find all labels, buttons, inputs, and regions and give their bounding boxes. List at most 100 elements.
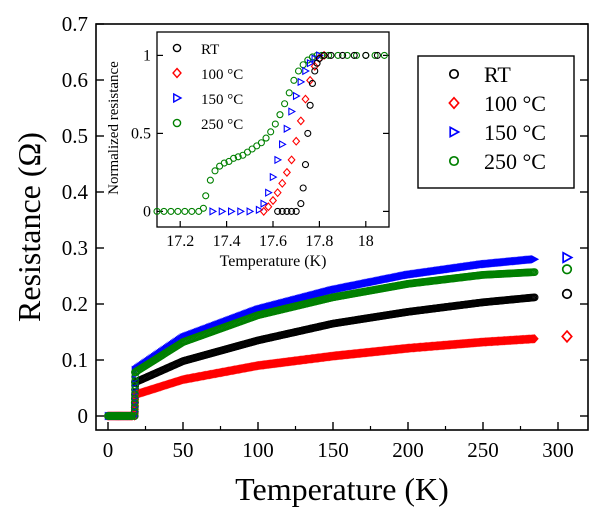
- main-y-tick-label: 0.2: [62, 292, 88, 316]
- main-x-tick-label: 150: [317, 438, 349, 462]
- inset-point-rt: [350, 51, 358, 59]
- main-y-tick-label: 0.5: [62, 124, 88, 148]
- inset-point-150-c: [316, 51, 324, 60]
- main-legend-marker-150-c: [449, 125, 461, 139]
- inset-point-100-c: [296, 116, 305, 126]
- inset-x-tick-label: 17.4: [213, 233, 241, 250]
- inset-point-250-c: [281, 100, 289, 108]
- main-point-150-c: [531, 254, 540, 264]
- inset-point-250-c: [290, 76, 298, 84]
- inset-legend-marker-150-c: [173, 92, 183, 104]
- inset-point-rt: [339, 51, 347, 59]
- main-y-tick-label: 0.1: [62, 348, 88, 372]
- main-x-tick-label: 200: [392, 438, 424, 462]
- inset-legend-marker-rt: [172, 43, 182, 53]
- inset-point-250-c: [267, 128, 275, 136]
- main-legend-marker-rt: [448, 68, 460, 80]
- inset-point-100-c: [301, 94, 310, 104]
- main-y-axis-label: Resistance (Ω): [11, 132, 47, 322]
- inset-point-250-c: [257, 139, 265, 147]
- main-point-100-c: [526, 334, 536, 344]
- main-series-150-c: [104, 251, 574, 421]
- main-edge-marker-150-c: [562, 251, 574, 264]
- inset-legend-label-150c: 150 °C: [201, 92, 243, 108]
- inset-legend-label-250c: 250 °C: [201, 117, 243, 133]
- inset-point-rt: [320, 51, 328, 59]
- inset-point-150-c: [306, 58, 315, 68]
- inset-point-150-c: [288, 107, 297, 116]
- inset-point-100-c: [268, 195, 278, 206]
- inset-point-250-c: [220, 159, 228, 167]
- inset-point-250-c: [181, 207, 189, 215]
- inset-point-250-c: [325, 51, 333, 59]
- inset-x-tick-label: 17.8: [305, 233, 333, 250]
- main-legend-box: [417, 55, 575, 189]
- main-data-points: [103, 251, 574, 421]
- inset-point-rt: [311, 67, 319, 75]
- inset-point-150-c: [269, 172, 278, 182]
- inset-point-150-c: [297, 77, 306, 87]
- main-y-tick-label: 0.3: [62, 236, 88, 260]
- inset-x-tick-label: 17.2: [166, 233, 194, 250]
- main-point-250-c: [130, 394, 139, 403]
- inset-point-rt: [362, 51, 370, 59]
- inset-point-150-c: [227, 207, 236, 216]
- inset-point-rt: [274, 207, 282, 215]
- main-point-100-c: [530, 334, 539, 344]
- inset-point-100-c: [310, 61, 319, 71]
- main-legend-label-rt: RT: [484, 62, 511, 87]
- inset-point-250-c: [174, 207, 182, 215]
- inset-point-100-c: [292, 136, 301, 146]
- main-point-250-c: [128, 412, 136, 420]
- inset-point-rt: [299, 184, 307, 192]
- main-legend: RT 100 °C 150 °C 250 °C: [417, 55, 575, 189]
- main-edge-marker-250-c: [561, 264, 573, 275]
- main-point-100-c: [529, 334, 538, 344]
- main-x-tick-label: 50: [173, 438, 194, 462]
- inset-legend-marker-250-c: [172, 118, 182, 128]
- main-x-axis-label: Temperature (K): [235, 471, 449, 507]
- inset-point-rt: [292, 207, 300, 215]
- main-x-tick-label: 250: [467, 438, 499, 462]
- main-point-250-c: [130, 407, 139, 416]
- inset-point-100-c: [259, 206, 268, 216]
- inset-point-150-c: [246, 207, 255, 216]
- main-y-tick-label: 0.4: [62, 180, 89, 204]
- main-point-250-c: [131, 390, 139, 399]
- main-point-250-c: [130, 399, 139, 407]
- inset-point-100-c: [278, 178, 287, 188]
- inset-y-tick-label: 0: [143, 203, 151, 220]
- main-point-250-c: [131, 385, 139, 394]
- inset-point-250-c: [343, 51, 351, 59]
- inset-point-150-c: [265, 188, 273, 197]
- main-edge-marker-100-c: [561, 329, 573, 344]
- inset-y-tick-label: 1: [143, 47, 151, 64]
- main-legend-label-100c: 100 °C: [484, 91, 546, 116]
- inset-point-250-c: [352, 51, 361, 59]
- inset-point-250-c: [380, 51, 388, 59]
- inset-data-points: [153, 50, 388, 216]
- inset-series-150-c: [209, 51, 324, 216]
- inset-point-250-c: [334, 51, 342, 59]
- inset-point-rt: [283, 207, 291, 215]
- main-point-100-c: [528, 334, 537, 344]
- main-legend-label-150c: 150 °C: [484, 120, 546, 145]
- inset-point-250-c: [160, 207, 168, 215]
- inset-point-rt: [373, 51, 381, 59]
- main-series-100-c: [103, 329, 573, 421]
- inset-point-100-c: [320, 50, 329, 60]
- main-series-250-c: [104, 264, 573, 420]
- inset-point-250-c: [234, 153, 242, 161]
- inset-point-rt: [278, 207, 286, 215]
- main-legend-marker-250-c: [448, 155, 460, 167]
- inset-point-250-c: [230, 154, 238, 162]
- inset-point-150-c: [274, 155, 283, 165]
- inset-x-tick-label: 17.6: [259, 233, 287, 250]
- inset-point-rt: [327, 51, 335, 59]
- inset-point-150-c: [237, 207, 245, 216]
- inset-legend-label-100c: 100 °C: [201, 67, 243, 83]
- main-x-tick-label: 100: [242, 438, 274, 462]
- inset-plot: 17.2 17.4 17.6 17.8 18 0 0.5 1 RT 100 °C 150 °C…: [106, 31, 390, 270]
- inset-y-axis-label: Normalized resistance: [106, 61, 122, 195]
